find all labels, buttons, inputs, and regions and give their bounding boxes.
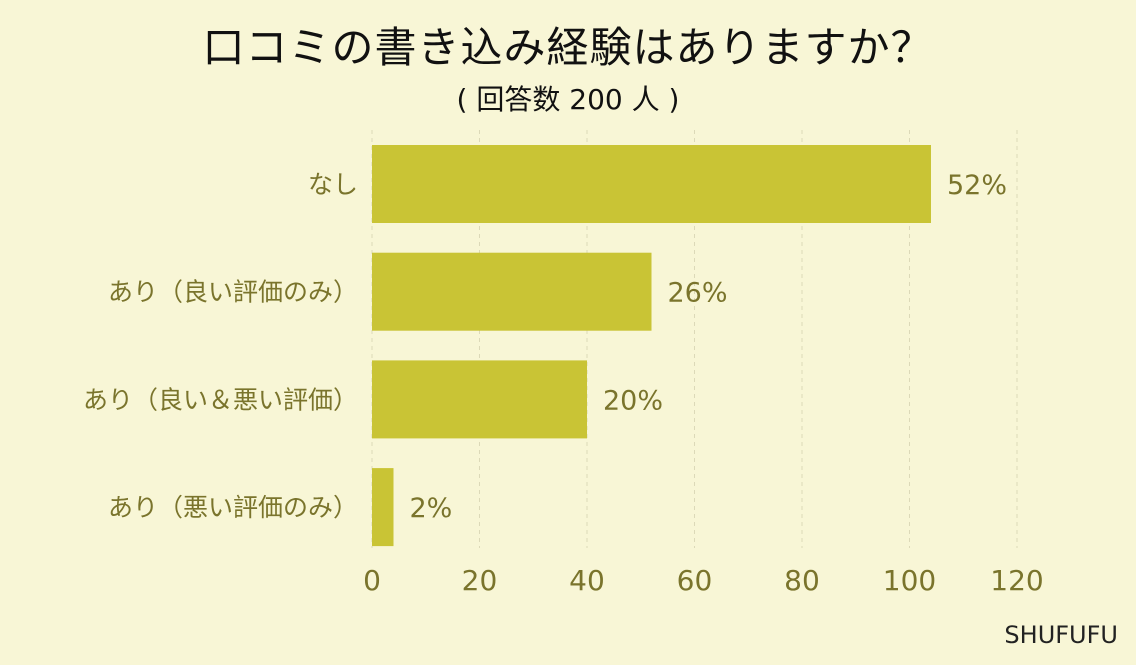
x-tick-label-5: 100: [883, 564, 936, 597]
bar-3: [372, 468, 394, 547]
data-label-1: 26%: [668, 278, 728, 309]
category-label-1: あり（良い評価のみ）: [108, 278, 358, 307]
brand-footer: SHUFUFU: [1004, 621, 1118, 649]
bar-2: [372, 360, 587, 439]
data-label-2: 20%: [603, 385, 663, 416]
x-tick-label-6: 120: [990, 564, 1043, 597]
x-tick-label-3: 60: [677, 564, 713, 597]
data-label-3: 2%: [410, 493, 453, 524]
category-label-3: あり（悪い評価のみ）: [108, 493, 358, 522]
category-label-0: なし: [308, 170, 358, 199]
x-tick-label-0: 0: [363, 564, 381, 597]
bar-1: [372, 252, 652, 331]
x-tick-label-1: 20: [462, 564, 498, 597]
x-tick-label-4: 80: [784, 564, 820, 597]
category-label-2: あり（良い＆悪い評価）: [83, 385, 358, 414]
data-label-0: 52%: [947, 170, 1007, 201]
x-tick-label-2: 40: [569, 564, 605, 597]
bar-0: [372, 145, 931, 223]
chart-title: 口コミの書き込み経験はありますか？: [202, 23, 934, 72]
chart-subtitle: ( 回答数 200 人 ): [456, 83, 680, 116]
